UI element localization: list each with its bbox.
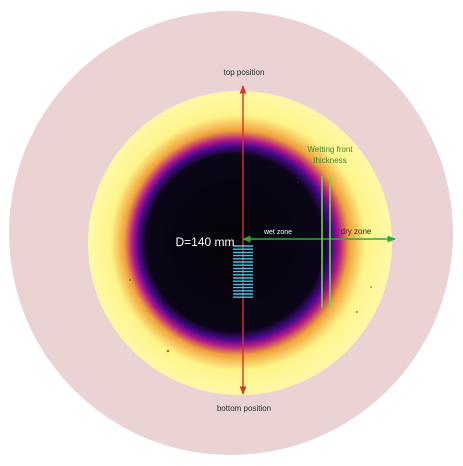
ruler-ticks: [233, 245, 253, 298]
diameter-label: D=140 mm: [175, 235, 234, 249]
wet-zone-label: wet zone: [263, 229, 292, 236]
wetting-front-lines: [321, 176, 331, 308]
top-position-label: top position: [224, 68, 265, 77]
sample-heatmap-disc: [88, 91, 392, 395]
bottom-position-label: bottom position: [217, 404, 271, 413]
wetting-front-label-line2: thickness: [313, 156, 346, 165]
dry-zone-label: dry zone: [341, 227, 372, 236]
wetting-front-label-line1: Wetting front: [307, 145, 353, 154]
